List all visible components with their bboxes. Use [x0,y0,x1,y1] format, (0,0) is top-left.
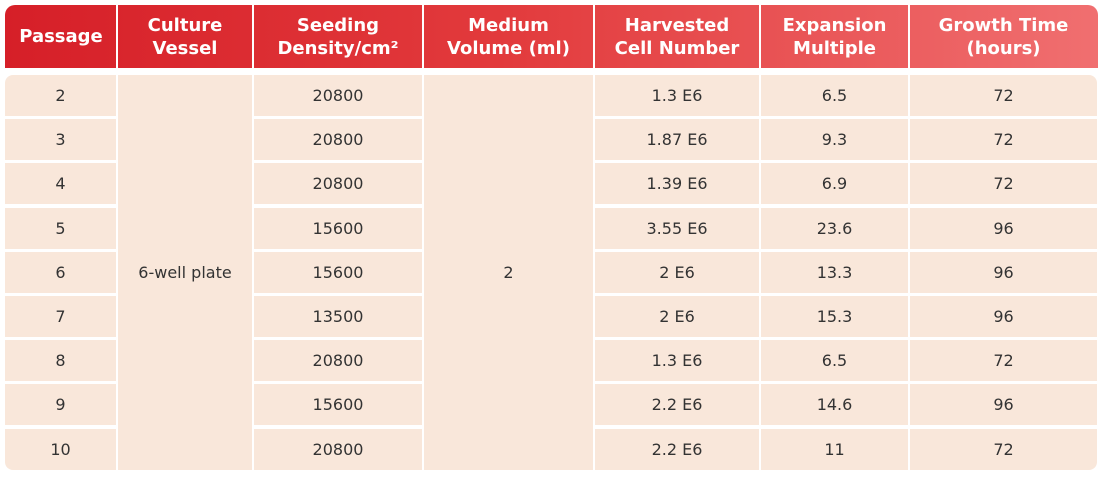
header-cell: Culture Vessel [117,5,253,68]
header-text: (hours) [966,37,1041,59]
table-cell: 1.87 E6 [595,119,759,161]
table-cell: 2 [5,75,116,116]
table-cell: 10 [5,428,116,470]
table-cell: 20800 [254,428,422,470]
table-cell: 15.3 [761,296,908,337]
header-text: Harvested [624,14,730,36]
merged-cell: 2 [424,75,593,470]
header-separator [116,5,118,68]
table-cell: 2.2 E6 [595,428,759,470]
table-cell: 7 [5,296,116,337]
header-cell: Expansion Multiple [760,5,909,68]
header-separator [422,5,424,68]
table-cell: 3 [5,119,116,161]
table-cell: 1.39 E6 [595,163,759,205]
header-text: Seeding [296,14,380,36]
table-cell: 96 [910,296,1097,337]
table-cell: 1.3 E6 [595,340,759,382]
table-cell: 15600 [254,384,422,426]
table-cell: 72 [910,119,1097,161]
table-cell: 8 [5,340,116,382]
table-cell: 14.6 [761,384,908,426]
header-cell: Passage [5,5,117,68]
header-separator [252,5,254,68]
table-cell: 72 [910,340,1097,382]
header-cell: Medium Volume (ml) [423,5,594,68]
table-cell: 2 E6 [595,296,759,337]
table-cell: 11 [761,428,908,470]
table-cell: 2.2 E6 [595,384,759,426]
header-text: Passage [19,26,103,47]
table-cell: 6 [5,251,116,293]
header-text: Multiple [793,37,876,59]
header-separator [759,5,761,68]
header-separator [593,5,595,68]
table-cell: 1.3 E6 [595,75,759,116]
header-text: Volume (ml) [447,37,570,59]
header-text: Growth Time [938,14,1069,36]
table-cell: 20800 [254,119,422,161]
table-cell: 13500 [254,296,422,337]
table-cell: 3.55 E6 [595,207,759,249]
table-cell: 23.6 [761,207,908,249]
table-cell: 20800 [254,163,422,205]
table-cell: 96 [910,251,1097,293]
header-cell: Harvested Cell Number [594,5,760,68]
table-cell: 15600 [254,207,422,249]
table-cell: 5 [5,207,116,249]
table-cell: 96 [910,384,1097,426]
table-cell: 15600 [254,251,422,293]
table-cell: 72 [910,163,1097,205]
merged-cell: 6-well plate [118,75,252,470]
table-cell: 6.5 [761,340,908,382]
header-text: Vessel [152,37,218,59]
table-cell: 9.3 [761,119,908,161]
header-separator [908,5,910,68]
table-cell: 72 [910,75,1097,116]
table-cell: 20800 [254,340,422,382]
table-cell: 20800 [254,75,422,116]
table-cell: 6.5 [761,75,908,116]
table-cell: 72 [910,428,1097,470]
header-text: Expansion [782,14,887,36]
table-cell: 13.3 [761,251,908,293]
header-text: Medium [468,14,549,36]
table-cell: 6.9 [761,163,908,205]
table-cell: 2 E6 [595,251,759,293]
header-cell: Seeding Density/cm² [253,5,423,68]
header-text: Culture [147,14,223,36]
table-cell: 9 [5,384,116,426]
table-cell: 4 [5,163,116,205]
header-text: Cell Number [614,37,740,59]
header-band [5,5,1098,68]
header-text: Density/cm² [277,37,399,59]
table-cell: 96 [910,207,1097,249]
header-cell: Growth Time (hours) [909,5,1098,68]
